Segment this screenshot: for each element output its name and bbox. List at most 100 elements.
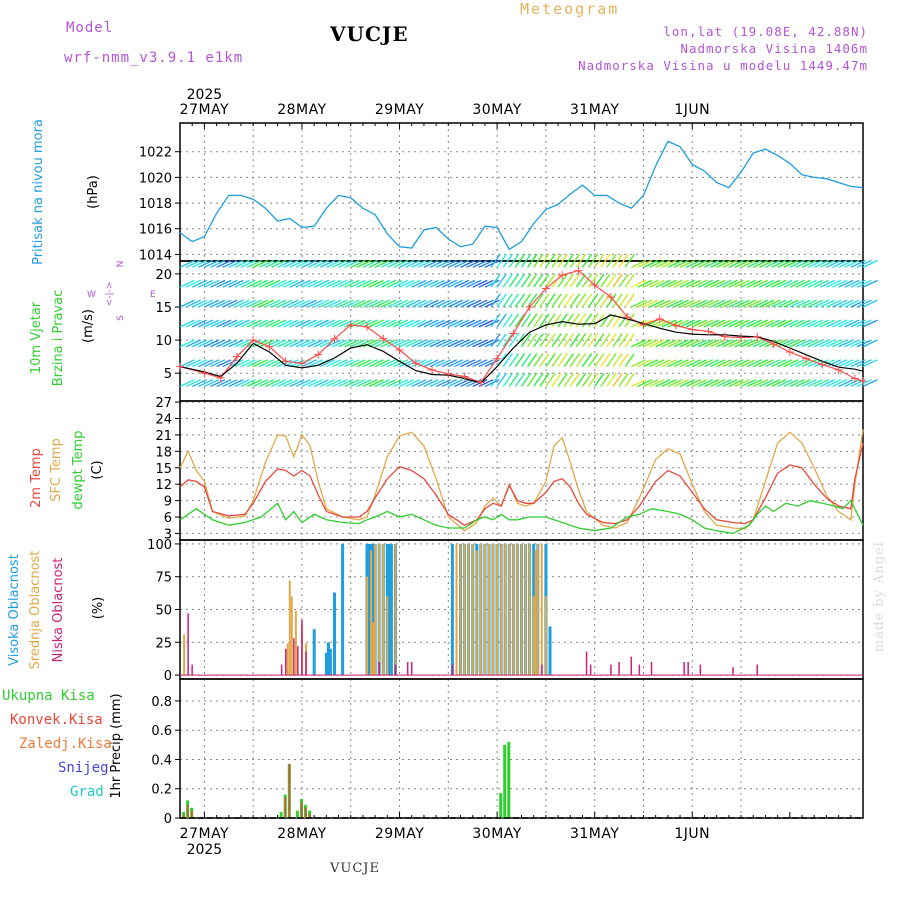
wind-arrow	[679, 319, 695, 328]
wind-arrow	[771, 259, 787, 268]
bar-mid_cloud	[512, 543, 515, 675]
wind-arrow	[448, 279, 464, 288]
x-day-label-bottom: 1JUN	[674, 826, 710, 842]
wind-arrow	[795, 359, 811, 368]
wind-arrow	[685, 379, 701, 388]
wind-arrow	[527, 353, 538, 367]
wind-arrow	[185, 319, 201, 328]
wind-arrow	[210, 379, 226, 388]
wind-arrow	[783, 319, 799, 328]
wind-arrow	[423, 279, 439, 288]
wind-arrow	[252, 319, 268, 328]
wind-arrow	[179, 379, 195, 388]
wind-arrow	[618, 293, 629, 308]
wind-arrow	[313, 319, 329, 328]
wind-arrow	[856, 299, 872, 308]
wind-arrow	[752, 359, 768, 368]
wind-arrow	[734, 359, 750, 368]
wind-arrow	[514, 372, 526, 387]
wind-arrow	[716, 279, 732, 288]
wind-arrow	[673, 259, 689, 268]
bar-conv-precip	[288, 763, 291, 818]
wind-arrow	[643, 319, 659, 328]
wind-arrow	[441, 319, 457, 328]
wind-arrow	[563, 293, 574, 308]
wind-arrow	[472, 259, 488, 268]
wind-arrow	[405, 379, 421, 388]
wind-arrow	[435, 339, 451, 348]
wind-arrow	[551, 372, 562, 387]
bar-low_cloud	[638, 664, 641, 676]
wind-arrow	[234, 339, 250, 348]
wind-arrow	[771, 279, 787, 288]
wind-arrow	[789, 339, 805, 348]
wind-arrow	[289, 279, 305, 288]
gust-marker	[444, 369, 453, 378]
wind-arrow	[624, 372, 635, 387]
wind-arrow	[228, 359, 244, 368]
wind-arrow	[716, 339, 732, 348]
wind-arrow	[478, 339, 494, 348]
wind-arrow	[313, 279, 329, 288]
gust-marker	[720, 332, 729, 341]
wind-arrow	[630, 299, 647, 308]
wind-arrow	[435, 259, 451, 268]
wind-arrow	[319, 279, 336, 288]
wind-arrow	[862, 319, 878, 328]
wind-arrow	[216, 279, 232, 288]
wind-arrow	[551, 353, 562, 367]
y-tick-label: 5	[164, 367, 172, 382]
wind-arrow	[496, 273, 507, 288]
wind-arrow	[490, 293, 501, 308]
wind-arrow	[862, 359, 878, 368]
wind-arrow	[551, 333, 562, 348]
wind-arrow	[649, 259, 665, 268]
wind-arrow	[240, 279, 256, 288]
bar-high_cloud	[367, 543, 371, 675]
wind-arrow	[667, 259, 683, 268]
wind-arrow	[777, 319, 793, 328]
wind-arrow	[368, 319, 384, 328]
gust-marker	[249, 336, 258, 345]
wind-arrow	[252, 279, 268, 288]
wind-arrow	[643, 339, 659, 348]
wind-arrow	[252, 299, 268, 308]
wind-arrow	[191, 319, 207, 328]
bar-mid_cloud	[504, 543, 507, 675]
wind-arrow	[228, 379, 244, 388]
wind-arrow	[283, 339, 299, 348]
wind-arrow	[667, 299, 683, 308]
wind-arrow	[319, 359, 336, 368]
bar-mid_cloud	[455, 543, 458, 675]
wind-arrow	[222, 259, 238, 268]
wind-arrow	[862, 259, 878, 268]
wind-arrow	[277, 259, 293, 268]
wind-arrow	[454, 319, 470, 328]
wind-arrow	[222, 279, 238, 288]
wind-arrow	[588, 313, 599, 328]
wind-arrow	[563, 372, 574, 387]
wind-arrow	[612, 333, 623, 348]
wind-arrow	[740, 339, 756, 348]
wind-arrow	[838, 379, 854, 388]
wind-arrow	[460, 359, 476, 368]
gust-marker	[330, 334, 339, 343]
bar-mid_cloud	[536, 543, 539, 675]
wind-arrow	[655, 259, 671, 268]
wind-arrow	[441, 359, 457, 368]
wind-arrow	[527, 313, 538, 328]
bar-mid_cloud	[492, 543, 494, 675]
wind-arrow	[624, 273, 635, 288]
wind-arrow	[685, 279, 701, 288]
wind-arrow	[575, 353, 587, 367]
wind-arrow	[813, 279, 829, 288]
wind-arrow	[332, 359, 348, 368]
y-title-mid-cloud: Srednja Oblacnost	[28, 551, 43, 670]
bar-total-precip	[503, 744, 507, 818]
wind-arrow	[417, 379, 433, 388]
wind-arrow	[271, 299, 287, 308]
wind-arrow	[265, 279, 281, 288]
y-title-wind-2: Brzina i Pravac	[51, 290, 66, 387]
wind-arrow	[807, 259, 823, 268]
